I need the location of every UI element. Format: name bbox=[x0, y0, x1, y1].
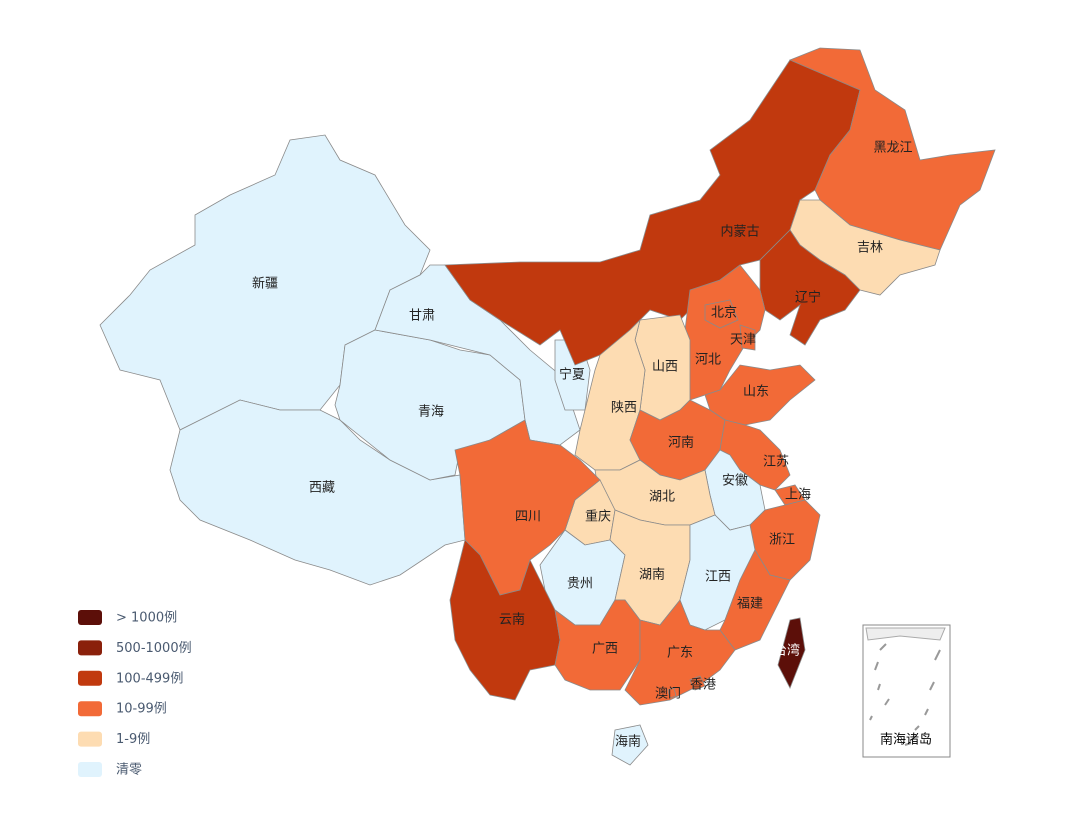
legend-swatch bbox=[78, 610, 102, 625]
province bbox=[169, 399, 466, 586]
province-label: 上海 bbox=[785, 488, 811, 503]
legend-swatch bbox=[78, 701, 102, 717]
province-label: 宁夏 bbox=[559, 367, 585, 383]
province bbox=[704, 299, 739, 329]
province-label: 北京 bbox=[711, 306, 737, 321]
province-label: 辽宁 bbox=[795, 290, 821, 306]
province-label: 江苏 bbox=[763, 454, 789, 470]
province-label: 重庆 bbox=[585, 509, 611, 525]
province-label: 福建 bbox=[737, 597, 763, 612]
province bbox=[719, 549, 791, 651]
province-label: 贵州 bbox=[567, 577, 593, 592]
province-label: 浙江 bbox=[769, 533, 795, 548]
province-label: 江西 bbox=[705, 570, 731, 585]
legend-swatch bbox=[78, 731, 102, 747]
province-label: 广东 bbox=[667, 646, 693, 661]
province bbox=[788, 47, 996, 251]
province-label: 甘肃 bbox=[409, 309, 435, 324]
province-label: 新疆 bbox=[252, 276, 278, 292]
legend-label: 100-499例 bbox=[116, 671, 183, 686]
province-label: 黑龙江 bbox=[873, 141, 912, 156]
province-label: 河南 bbox=[668, 435, 694, 451]
province-label: 广西 bbox=[592, 642, 618, 657]
province-label: 台湾 bbox=[774, 643, 800, 659]
province bbox=[759, 229, 861, 346]
province-label: 香港 bbox=[690, 678, 716, 693]
province-label: 湖南 bbox=[639, 567, 665, 583]
province-label: 天津 bbox=[730, 333, 756, 348]
province bbox=[689, 675, 706, 691]
province-label: 内蒙古 bbox=[720, 224, 759, 240]
province-label: 山西 bbox=[652, 360, 678, 375]
province-label: 青海 bbox=[418, 405, 444, 420]
province-label: 澳门 bbox=[655, 686, 681, 702]
province bbox=[624, 599, 736, 706]
inset-islands bbox=[869, 643, 941, 746]
legend-label: 10-99例 bbox=[116, 702, 167, 717]
province-label: 云南 bbox=[499, 612, 525, 628]
province-label: 湖北 bbox=[649, 490, 675, 505]
legend-swatch bbox=[78, 640, 102, 656]
inset-land bbox=[865, 627, 946, 641]
legend-swatch bbox=[78, 670, 102, 686]
province bbox=[611, 724, 649, 766]
province-label: 四川 bbox=[515, 510, 541, 525]
province-label: 河北 bbox=[695, 353, 721, 368]
legend-label: 1-9例 bbox=[116, 732, 150, 747]
province bbox=[739, 324, 756, 351]
legend-label: 500-1000例 bbox=[116, 641, 192, 656]
province bbox=[667, 687, 677, 699]
province-label: 陕西 bbox=[611, 401, 637, 416]
province-label: 吉林 bbox=[857, 241, 883, 256]
province-label: 山东 bbox=[743, 385, 769, 400]
legend-swatch bbox=[78, 762, 102, 777]
province-label: 海南 bbox=[615, 734, 641, 750]
province-label: 安徽 bbox=[722, 474, 748, 489]
province bbox=[777, 617, 806, 689]
province-label: 西藏 bbox=[309, 481, 335, 496]
legend-label: 清零 bbox=[116, 763, 142, 778]
inset-label: 南海诸岛 bbox=[880, 732, 932, 748]
inset-frame bbox=[862, 624, 951, 758]
legend-label: > 1000例 bbox=[116, 611, 177, 626]
